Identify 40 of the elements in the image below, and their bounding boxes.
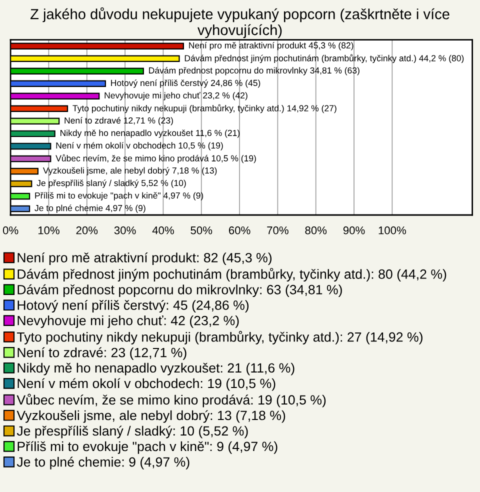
x-tick-label: 10% xyxy=(38,226,60,234)
x-tick-label: 20% xyxy=(76,226,98,234)
legend-label: Dávám přednost popcornu do mikrovlnky: 63 (34,81 %) xyxy=(18,284,342,298)
legend-label: Je přespříliš slaný / sladký: 10 (5,52 %) xyxy=(16,426,248,438)
legend-label: Tyto pochutiny nikdy nekupuji (brambůrky, tyčinky atd.): 27 (14,92 %) xyxy=(16,330,422,344)
x-tick-label: 60% xyxy=(228,226,250,234)
category-label: Dávám přednost jiným pochutinám (brambůrky, tyčinky atd.) 44,2 % (80) xyxy=(184,54,464,64)
category-label: Hotový není příliš čerstvý 24,86 % (45) xyxy=(111,80,260,88)
chart-title: Z jakého důvodu nekupujete vypukaný popcorn (zaškrtněte i více vyhovujících) xyxy=(30,7,450,38)
category-label: Je přespříliš slaný / sladký 5,52 % (10) xyxy=(36,180,186,188)
legend-label: Hotový není příliš čerstvý: 45 (24,86 %) xyxy=(18,300,249,313)
x-tick-label: 0% xyxy=(2,226,18,234)
x-tick-label: 50% xyxy=(190,226,212,234)
x-tick-label: 30% xyxy=(114,226,136,234)
legend-label: Není to zdravé: 23 (12,71 %) xyxy=(18,347,186,360)
category-label: Není v mém okolí v obchodech 10,5 % (19) xyxy=(56,142,223,150)
legend-label: Vůbec nevím, že se mimo kino prodává: 19 (10,5 %) xyxy=(16,394,326,408)
x-tick-label: 40% xyxy=(152,226,174,234)
category-label: Nevyhovuje mi jeho chuť 23,2 % (42) xyxy=(104,92,248,100)
legend-label: Nevyhovuje mi jeho chuť: 42 (23,2 %) xyxy=(18,315,239,328)
category-label: Je to plné chemie 4,97 % (9) xyxy=(34,204,146,213)
x-tick-label: 70% xyxy=(267,226,288,234)
category-label: Není pro mě atraktivní produkt 45,3 % (82) xyxy=(189,42,354,50)
x-tick-label: 90% xyxy=(343,226,365,234)
x-tick-label: 80% xyxy=(305,226,327,234)
legend-label: Příliš mi to evokuje "pach v kině": 9 (4,97 %) xyxy=(18,441,278,454)
legend-label: Dávám přednost jiným pochutinám (brambůrky, tyčinky atd.): 80 (44,2 %) xyxy=(18,268,446,282)
category-label: Vyzkoušeli jsme, ale nebyl dobrý 7,18 % (13) xyxy=(42,167,217,176)
legend-label: Je to plné chemie: 9 (4,97 %) xyxy=(16,456,190,470)
category-label: Dávám přednost popcornu do mikrovlnky 34,81 % (63) xyxy=(149,67,360,76)
category-label: Nikdy mě ho nenapadlo vyzkoušet 11,6 % (21) xyxy=(60,130,240,138)
category-label: Tyto pochutiny nikdy nekupuji (brambůrky, tyčinky atd.) 14,92 % (27) xyxy=(72,104,336,114)
category-label: Vůbec nevím, že se mimo kino prodává 10,5 % (19) xyxy=(56,154,256,164)
category-label: Příliš mi to evokuje "pach v kině" 4,97 % (9) xyxy=(35,192,204,200)
legend-label: Vyzkoušeli jsme, ale nebyl dobrý: 13 (7,18 %) xyxy=(16,410,286,423)
legend-label: Nikdy mě ho nenapadlo vyzkoušet: 21 (11,6 %) xyxy=(18,362,294,376)
legend-label: Není pro mě atraktivní produkt: 82 (45,3 %) xyxy=(18,252,272,266)
x-tick-label: 100% xyxy=(378,226,406,234)
legend-label: Není v mém okolí v obchodech: 19 (10,5 %) xyxy=(18,378,276,391)
category-label: Není to zdravé 12,71 % (23) xyxy=(64,117,173,126)
